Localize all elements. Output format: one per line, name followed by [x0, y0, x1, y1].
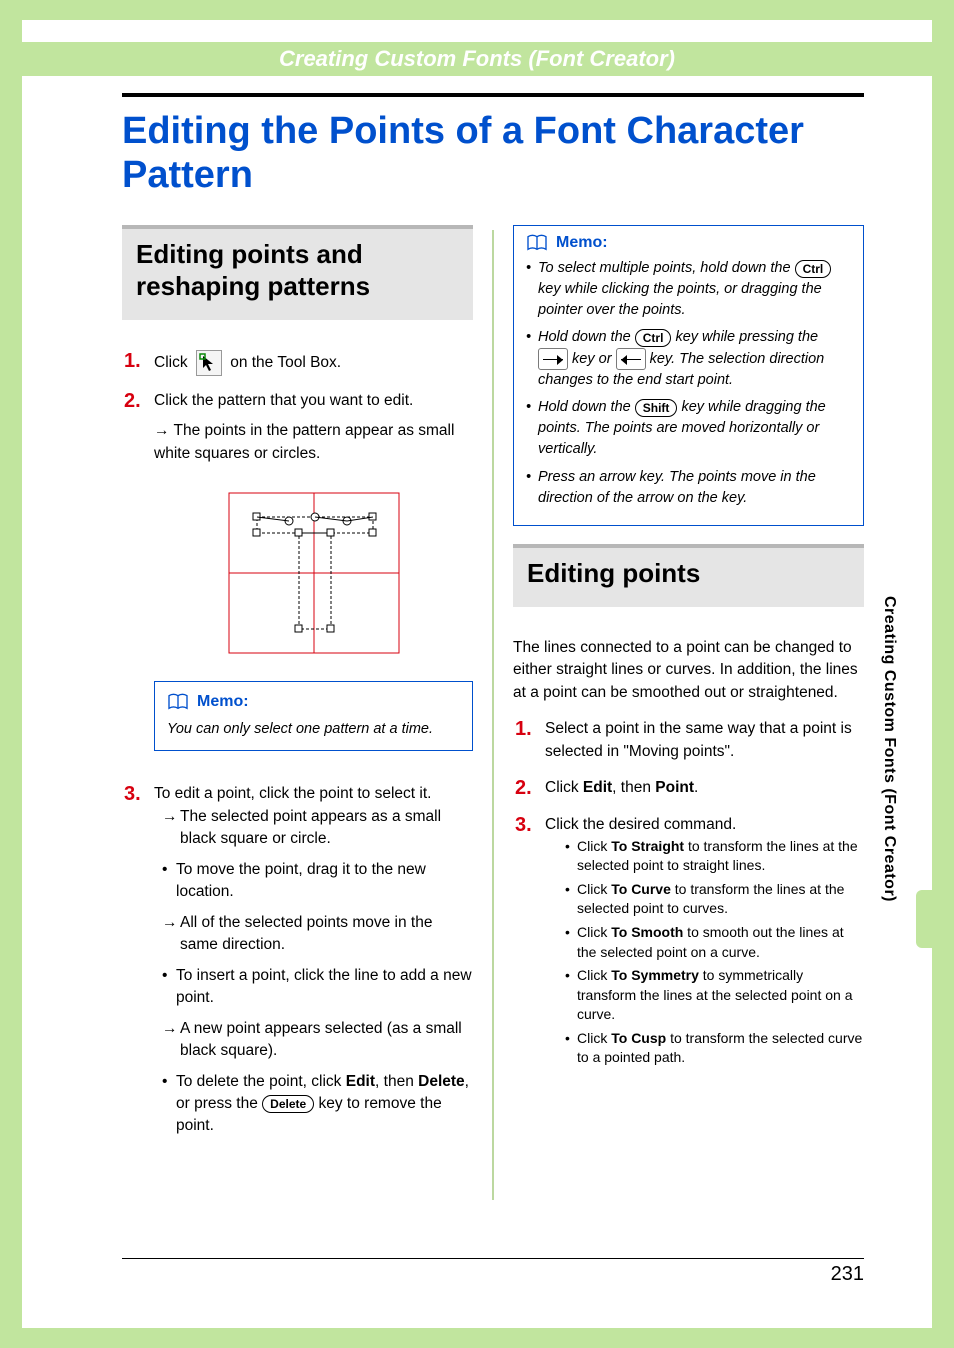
footer: 231: [122, 1258, 864, 1286]
top-rule: [122, 93, 864, 97]
memo-text: key while pressing the: [675, 329, 818, 345]
step-body: Click on the Tool Box.: [154, 350, 473, 376]
side-tab-text: Creating Custom Fonts (Font Creator): [876, 590, 902, 908]
right-step-2: 2. Click Edit, then Point.: [513, 777, 864, 800]
section-title-right: Editing points: [527, 558, 850, 589]
memo-title: Memo:: [556, 234, 608, 252]
left-step-1: 1. Click on the Tool Box.: [122, 350, 473, 376]
command-item: Click To Straight to transform the lines…: [565, 837, 864, 876]
left-column: Editing points and reshaping patterns 1.…: [122, 225, 493, 1160]
bold: Point: [655, 779, 694, 796]
side-tab-marker: [916, 890, 932, 948]
header-band: Creating Custom Fonts (Font Creator): [22, 42, 932, 76]
step-number: 1.: [122, 350, 154, 376]
command-list: Click To Straight to transform the lines…: [545, 837, 864, 1069]
right-step-1: 1. Select a point in the same way that a…: [513, 718, 864, 763]
page-number: 231: [831, 1263, 864, 1285]
content-area: Editing the Points of a Font Character P…: [122, 110, 864, 1248]
memo-title-row: Memo:: [167, 690, 460, 713]
command-item: Click To Symmetry to symmetrically trans…: [565, 966, 864, 1025]
step1-pre: Click: [154, 354, 192, 371]
step3-item: To move the point, drag it to the new lo…: [162, 859, 473, 904]
step-number: 2.: [122, 390, 154, 770]
text: Click the desired command.: [545, 816, 736, 833]
step-body: Click Edit, then Point.: [545, 777, 864, 800]
ctrl-key-icon: Ctrl: [795, 260, 832, 278]
step3-text: To edit a point, click the point to sele…: [154, 785, 431, 802]
memo-text: key or: [572, 351, 616, 367]
text: .: [694, 779, 698, 796]
step1-post: on the Tool Box.: [230, 354, 341, 371]
right-step-list: 1. Select a point in the same way that a…: [513, 718, 864, 1072]
step2-sub: The points in the pattern appear as smal…: [154, 420, 473, 465]
memo-item-4: Press an arrow key. The points move in t…: [526, 467, 851, 509]
memo-text: Hold down the: [538, 399, 635, 415]
command-item: Click To Cusp to transform the selected …: [565, 1029, 864, 1068]
column-divider: [492, 230, 494, 1200]
memo-text: Hold down the: [538, 329, 635, 345]
shift-key-icon: Shift: [635, 399, 678, 417]
memo-text: To select multiple points, hold down the: [538, 260, 795, 276]
page-inner: Creating Custom Fonts (Font Creator) Edi…: [22, 20, 932, 1328]
left-step-3: 3. To edit a point, click the point to s…: [122, 783, 473, 1146]
section-title-left: Editing points and reshaping patterns: [136, 239, 459, 301]
step-number: 2.: [513, 777, 545, 800]
text: , then: [612, 779, 655, 796]
command-item: Click To Curve to transform the lines at…: [565, 880, 864, 919]
step-number: 1.: [513, 718, 545, 763]
step-number: 3.: [513, 814, 545, 1072]
bold: Edit: [583, 779, 612, 796]
section-head-left: Editing points and reshaping patterns: [122, 225, 473, 319]
step3-item-delete: To delete the point, click Edit, then De…: [162, 1071, 473, 1138]
step3-item: All of the selected points move in the s…: [162, 912, 473, 957]
step3-item: A new point appears selected (as a small…: [162, 1018, 473, 1063]
right-step-3: 3. Click the desired command. Click To S…: [513, 814, 864, 1072]
right-memo-box: Memo: To select multiple points, hold do…: [513, 225, 864, 525]
command-item: Click To Smooth to smooth out the lines …: [565, 923, 864, 962]
ctrl-key-icon: Ctrl: [635, 329, 672, 347]
page-title: Editing the Points of a Font Character P…: [122, 110, 864, 197]
step3-item: To insert a point, click the line to add…: [162, 965, 473, 1010]
arrow-right-key-icon: [538, 348, 568, 370]
memo-body: To select multiple points, hold down the…: [526, 258, 851, 508]
right-intro: The lines connected to a point can be ch…: [513, 637, 864, 704]
text: Click: [545, 779, 583, 796]
side-tab: Creating Custom Fonts (Font Creator): [876, 590, 932, 908]
step2-text: Click the pattern that you want to edit.: [154, 392, 413, 409]
step2-sublist: The points in the pattern appear as smal…: [154, 420, 473, 465]
left-step-list: 1. Click on the Tool Box.: [122, 350, 473, 1146]
step-number: 3.: [122, 783, 154, 1146]
delete-key-icon: Delete: [262, 1095, 314, 1113]
section-head-right: Editing points: [513, 544, 864, 607]
pattern-figure: [199, 475, 429, 665]
book-icon: [167, 693, 189, 711]
step-body: Select a point in the same way that a po…: [545, 718, 864, 763]
memo-title-row: Memo:: [526, 234, 851, 252]
edit-point-tool-icon: [196, 350, 222, 376]
step-body: Click the desired command. Click To Stra…: [545, 814, 864, 1072]
memo-item-2: Hold down the Ctrl key while pressing th…: [526, 327, 851, 391]
memo-item-1: To select multiple points, hold down the…: [526, 258, 851, 321]
step-body: To edit a point, click the point to sele…: [154, 783, 473, 1146]
left-step-2: 2. Click the pattern that you want to ed…: [122, 390, 473, 770]
memo-title: Memo:: [197, 690, 249, 713]
step3-sublist: The selected point appears as a small bl…: [154, 806, 473, 1138]
memo-text: key while clicking the points, or draggi…: [538, 281, 822, 318]
right-column: Memo: To select multiple points, hold do…: [493, 225, 864, 1160]
book-icon: [526, 234, 548, 252]
memo-item-3: Hold down the Shift key while dragging t…: [526, 397, 851, 460]
memo-body: You can only select one pattern at a tim…: [167, 719, 460, 740]
arrow-left-key-icon: [616, 348, 646, 370]
step-body: Click the pattern that you want to edit.…: [154, 390, 473, 770]
step3-item: The selected point appears as a small bl…: [162, 806, 473, 851]
left-memo-box: Memo: You can only select one pattern at…: [154, 681, 473, 751]
two-column-layout: Editing points and reshaping patterns 1.…: [122, 225, 864, 1160]
